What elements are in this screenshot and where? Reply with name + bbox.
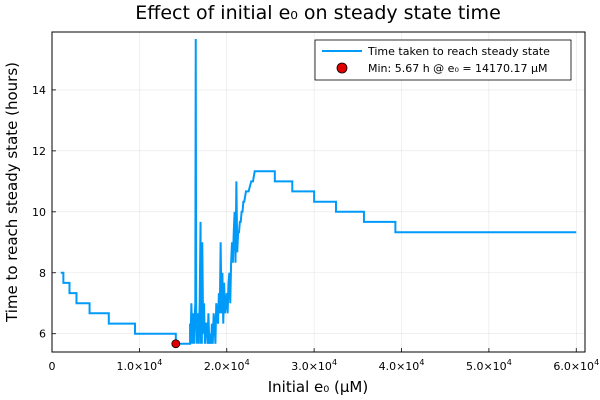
x-tick-mantissa: 0: [49, 360, 56, 373]
x-tick-label: 3.0×104: [291, 358, 337, 373]
x-tick-label: 4.0×104: [379, 358, 425, 373]
x-tick-label: 2.0×104: [204, 358, 250, 373]
y-tick-label: 6: [39, 328, 46, 341]
x-tick-exponent: 4: [507, 358, 512, 367]
x-tick-label: 1.0×104: [116, 358, 162, 373]
x-axis-label: Initial e₀ (μM): [268, 378, 368, 396]
y-tick-label: 12: [32, 145, 46, 158]
x-tick-label: 6.0×104: [553, 358, 599, 373]
x-tick-mantissa: 4.0×10: [379, 360, 420, 373]
x-tick-label: 5.0×104: [466, 358, 512, 373]
x-tick-exponent: 4: [419, 358, 424, 367]
grid-lines: [51, 32, 585, 352]
y-axis-label: Time to reach steady state (hours): [3, 62, 21, 323]
x-tick-exponent: 4: [157, 358, 162, 367]
minimum-point-marker: [171, 339, 181, 349]
x-tick-mantissa: 5.0×10: [466, 360, 507, 373]
chart-title: Effect of initial e₀ on steady state tim…: [135, 2, 501, 24]
plot-area: [60, 39, 577, 349]
legend-box: [314, 39, 572, 81]
legend-label-minimum: Min: 5.67 h @ e₀ = 14170.17 μM: [368, 62, 548, 75]
x-tick-exponent: 4: [245, 358, 250, 367]
legend-label-series: Time taken to reach steady state: [367, 45, 550, 58]
x-tick-mantissa: 1.0×10: [116, 360, 157, 373]
legend-swatch-marker: [336, 62, 348, 74]
x-tick-mantissa: 6.0×10: [553, 360, 594, 373]
y-tick-label: 8: [39, 267, 46, 280]
plot-frame: [51, 31, 586, 353]
x-tick-label: 0: [49, 360, 56, 373]
y-tick-label: 10: [32, 206, 46, 219]
x-tick-exponent: 4: [332, 358, 337, 367]
series-line-steady-state: [60, 39, 577, 345]
x-tick-mantissa: 2.0×10: [204, 360, 245, 373]
x-tick-exponent: 4: [594, 358, 599, 367]
axis-ticks: 0 1.0×104 2.0×104 3.0×104 4.0×104 5.0×104 6.0×…: [32, 84, 599, 373]
legend: Time taken to reach steady state Min: 5.…: [314, 39, 572, 81]
y-tick-label: 14: [32, 84, 46, 97]
x-tick-mantissa: 3.0×10: [291, 360, 332, 373]
